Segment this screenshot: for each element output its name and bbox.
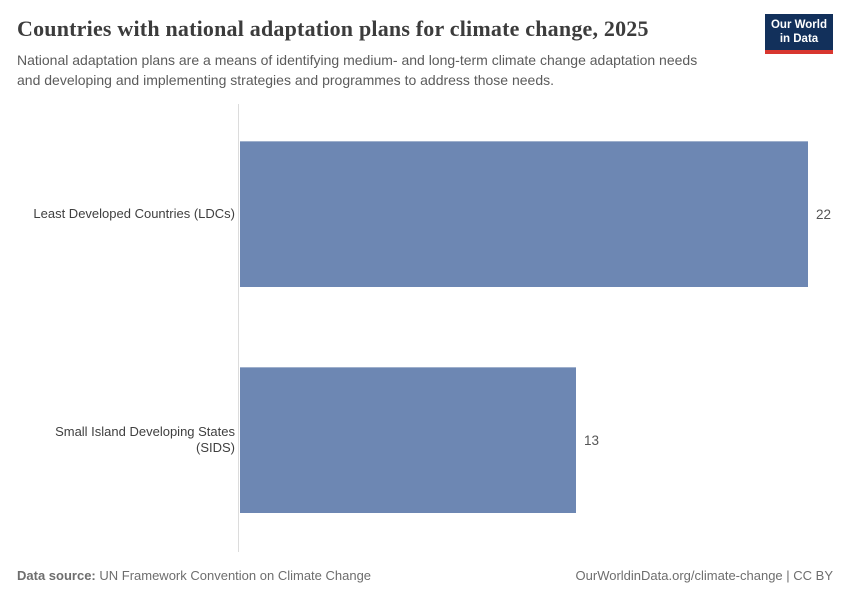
chart-header: Countries with national adaptation plans… bbox=[17, 14, 833, 90]
data-source-label: Data source: bbox=[17, 568, 96, 583]
category-label-sids: Small Island Developing States (SIDS) bbox=[55, 424, 235, 455]
bar[interactable] bbox=[240, 141, 808, 287]
chart-subtitle: National adaptation plans are a means of… bbox=[17, 50, 833, 90]
bar[interactable] bbox=[240, 367, 576, 513]
subtitle-line-1: National adaptation plans are a means of… bbox=[17, 52, 698, 68]
value-label-sids: 13 bbox=[584, 432, 600, 448]
owid-logo[interactable]: Our World in Data bbox=[765, 14, 833, 54]
category-label-ldc: Least Developed Countries (LDCs) bbox=[33, 206, 235, 221]
bar-row-sids: Small Island Developing States (SIDS) 13 bbox=[17, 367, 833, 513]
page-title: Countries with national adaptation plans… bbox=[17, 16, 649, 41]
chart-footer: Data source: UN Framework Convention on … bbox=[17, 568, 833, 583]
owid-logo-text-line2: in Data bbox=[779, 32, 819, 45]
subtitle-line-2: and developing and implementing strategi… bbox=[17, 72, 554, 88]
owid-logo-text-line1: Our World bbox=[770, 19, 827, 31]
data-source-text: UN Framework Convention on Climate Chang… bbox=[95, 568, 372, 583]
value-label-ldc: 22 bbox=[816, 206, 832, 222]
data-source-note: Data source: UN Framework Convention on … bbox=[17, 568, 371, 583]
owid-url-license-link[interactable]: OurWorldinData.org/climate-change | CC B… bbox=[575, 568, 833, 583]
bar-row-ldc: Least Developed Countries (LDCs) 22 bbox=[17, 141, 833, 287]
y-axis-line bbox=[238, 104, 239, 552]
